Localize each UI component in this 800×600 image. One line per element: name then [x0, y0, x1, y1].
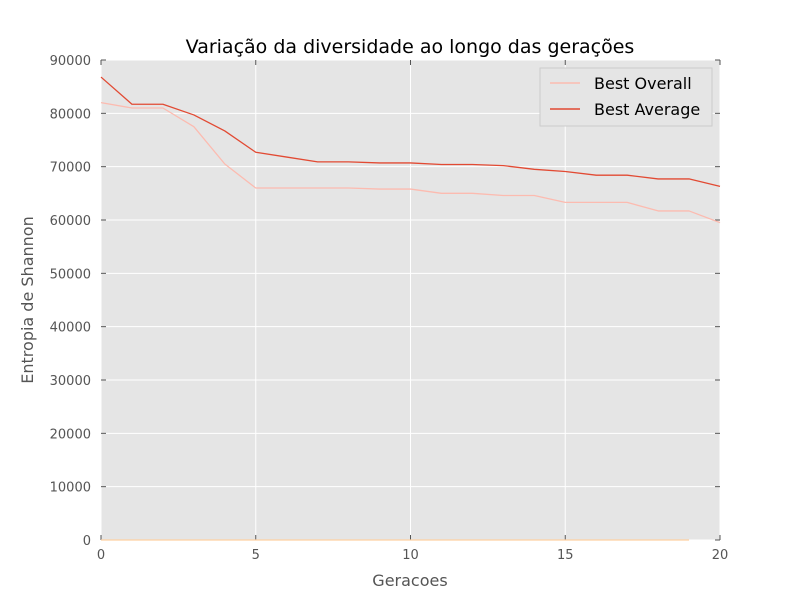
- y-tick-label: 70000: [50, 161, 91, 176]
- y-tick-label: 20000: [50, 427, 91, 442]
- legend-label-best-overall: Best Overall: [594, 74, 692, 93]
- x-tick-label: 10: [402, 548, 419, 563]
- y-tick-label: 0: [83, 534, 91, 549]
- x-tick-label: 0: [97, 548, 105, 563]
- x-tick-label: 5: [252, 548, 260, 563]
- x-tick-labels: 0 5 10 15 20: [97, 548, 728, 563]
- y-tick-label: 40000: [50, 321, 91, 336]
- y-tick-label: 10000: [50, 481, 91, 496]
- x-tick-label: 20: [712, 548, 729, 563]
- y-tick-label: 90000: [50, 54, 91, 69]
- y-tick-label: 30000: [50, 374, 91, 389]
- chart-title: Variação da diversidade ao longo das ger…: [186, 36, 635, 58]
- y-tick-labels: 0 10000 20000 30000 40000 50000 60000 70000 8000…: [50, 54, 91, 549]
- y-axis-label: Entropia de Shannon: [18, 216, 37, 383]
- y-tick-label: 60000: [50, 214, 91, 229]
- legend: Best Overall Best Average: [539, 67, 713, 127]
- x-axis-label: Geracoes: [372, 571, 447, 590]
- y-tick-label: 50000: [50, 267, 91, 282]
- legend-box: [539, 67, 713, 127]
- x-tick-label: 15: [557, 548, 574, 563]
- series-lines: [100, 76, 721, 541]
- y-tick-label: 80000: [50, 107, 91, 122]
- series-line-best-average: [100, 76, 721, 188]
- legend-label-best-average: Best Average: [594, 100, 700, 119]
- series-line-best-overall: [100, 102, 721, 224]
- tick-marks: [100, 59, 721, 541]
